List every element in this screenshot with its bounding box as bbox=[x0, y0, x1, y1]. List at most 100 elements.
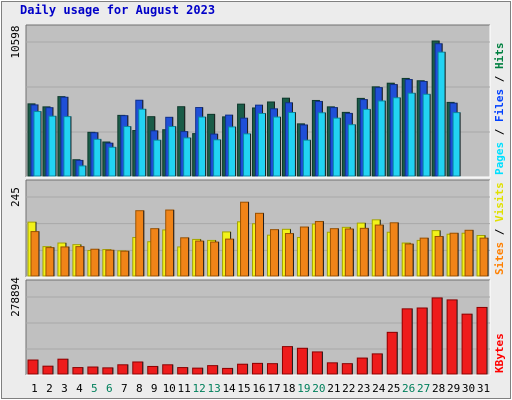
bar-pages-day-27 bbox=[422, 93, 431, 177]
bar-sites-day-7 bbox=[120, 250, 130, 277]
y-max-label: 245 bbox=[9, 187, 22, 207]
day-label-18: 18 bbox=[282, 382, 295, 395]
bar-sites-day-19 bbox=[299, 226, 309, 277]
bar-pages-day-25 bbox=[392, 97, 401, 177]
bar-sites-day-13 bbox=[210, 241, 220, 277]
bar-sites-day-4 bbox=[75, 246, 85, 277]
legend: Sites / Visits bbox=[493, 182, 506, 275]
bar-kbytes-day-4 bbox=[72, 367, 84, 375]
bar-sites-day-12 bbox=[195, 240, 205, 277]
day-label-25: 25 bbox=[387, 382, 400, 395]
bar-kbytes-day-14 bbox=[222, 367, 234, 375]
legend-files: Files bbox=[493, 89, 506, 122]
y-max-label: 278894 bbox=[9, 277, 22, 317]
day-label-23: 23 bbox=[357, 382, 370, 395]
bar-sites-day-5 bbox=[90, 248, 100, 277]
bar-pages-day-22 bbox=[347, 124, 356, 177]
bar-sites-day-30 bbox=[464, 229, 474, 277]
day-label-30: 30 bbox=[462, 382, 475, 395]
legend-kbytes: KBytes bbox=[493, 333, 506, 373]
day-label-14: 14 bbox=[222, 382, 236, 395]
bar-kbytes-day-7 bbox=[117, 364, 129, 375]
bar-sites-day-9 bbox=[150, 228, 160, 277]
bar-kbytes-day-30 bbox=[461, 313, 473, 375]
bar-sites-day-29 bbox=[449, 232, 459, 277]
day-label-12: 12 bbox=[193, 382, 206, 395]
y-max-label: 10598 bbox=[9, 25, 22, 58]
bar-sites-day-28 bbox=[434, 235, 444, 277]
bar-sites-day-26 bbox=[404, 243, 414, 277]
day-label-10: 10 bbox=[163, 382, 176, 395]
bar-pages-day-28 bbox=[437, 51, 446, 177]
bar-pages-day-26 bbox=[407, 92, 416, 177]
bar-kbytes-day-25 bbox=[386, 331, 398, 375]
day-label-5: 5 bbox=[91, 382, 98, 395]
bar-kbytes-day-19 bbox=[296, 347, 308, 375]
bar-pages-day-18 bbox=[287, 112, 296, 177]
day-label-19: 19 bbox=[297, 382, 310, 395]
day-label-6: 6 bbox=[106, 382, 113, 395]
bar-sites-day-6 bbox=[105, 249, 115, 277]
bar-kbytes-day-29 bbox=[446, 299, 458, 375]
bar-pages-day-29 bbox=[452, 112, 461, 177]
bar-pages-day-5 bbox=[93, 138, 102, 177]
bar-kbytes-day-15 bbox=[237, 363, 249, 375]
day-label-31: 31 bbox=[477, 382, 490, 395]
bar-kbytes-day-2 bbox=[42, 365, 54, 375]
bar-kbytes-day-27 bbox=[416, 307, 428, 375]
legend: KBytes bbox=[493, 333, 506, 373]
bar-pages-day-12 bbox=[198, 116, 207, 177]
kbytes-panel: 278894 KBytes bbox=[9, 277, 506, 376]
bar-pages-day-7 bbox=[123, 126, 132, 177]
day-label-21: 21 bbox=[327, 382, 340, 395]
bar-sites-day-17 bbox=[269, 229, 279, 277]
bar-kbytes-day-8 bbox=[132, 361, 144, 375]
bar-pages-day-23 bbox=[362, 108, 371, 177]
bar-kbytes-day-28 bbox=[431, 297, 443, 375]
bar-kbytes-day-31 bbox=[476, 306, 488, 375]
bar-kbytes-day-10 bbox=[162, 364, 174, 375]
legend-separator: / bbox=[493, 122, 506, 142]
legend-separator: / bbox=[493, 69, 506, 89]
bar-sites-day-16 bbox=[255, 212, 265, 277]
x-axis-labels: 1 2 3 4 5 6 7 8 9 10 11 12 13 14 15 16 17 18 19 20 21 22 23 24 2… bbox=[31, 382, 490, 395]
bar-pages-day-20 bbox=[317, 112, 326, 177]
day-label-1: 1 bbox=[31, 382, 38, 395]
day-label-15: 15 bbox=[237, 382, 250, 395]
bar-kbytes-day-20 bbox=[311, 351, 323, 375]
bar-pages-day-3 bbox=[63, 116, 72, 177]
bar-sites-day-27 bbox=[419, 237, 429, 277]
bar-kbytes-day-17 bbox=[266, 363, 278, 375]
bar-kbytes-day-12 bbox=[192, 367, 204, 375]
bar-kbytes-day-3 bbox=[57, 358, 69, 375]
bar-pages-day-13 bbox=[213, 139, 222, 177]
day-label-13: 13 bbox=[207, 382, 220, 395]
bar-pages-day-11 bbox=[183, 137, 192, 177]
bar-pages-day-10 bbox=[168, 126, 177, 177]
legend-pages: Pages bbox=[493, 142, 506, 175]
bar-sites-day-24 bbox=[374, 224, 384, 277]
day-label-4: 4 bbox=[76, 382, 83, 395]
day-label-22: 22 bbox=[342, 382, 355, 395]
bar-pages-day-14 bbox=[228, 126, 237, 177]
bar-kbytes-day-24 bbox=[371, 353, 383, 375]
bar-pages-day-19 bbox=[302, 139, 311, 177]
bar-sites-day-14 bbox=[225, 238, 235, 277]
day-label-7: 7 bbox=[121, 382, 128, 395]
bar-kbytes-day-9 bbox=[147, 365, 159, 375]
bar-sites-day-1 bbox=[30, 231, 40, 277]
chart-title: Daily usage for August 2023 bbox=[20, 3, 216, 17]
bar-sites-day-15 bbox=[240, 201, 250, 277]
legend-hits: Hits bbox=[493, 43, 506, 70]
bar-kbytes-day-13 bbox=[207, 365, 219, 375]
bar-kbytes-day-1 bbox=[27, 359, 39, 375]
day-label-17: 17 bbox=[267, 382, 280, 395]
legend-sites: Sites bbox=[493, 242, 506, 275]
bar-kbytes-day-16 bbox=[252, 362, 264, 375]
day-label-26: 26 bbox=[402, 382, 415, 395]
bar-kbytes-day-11 bbox=[177, 367, 189, 375]
bar-kbytes-day-22 bbox=[341, 363, 353, 375]
day-label-20: 20 bbox=[312, 382, 325, 395]
